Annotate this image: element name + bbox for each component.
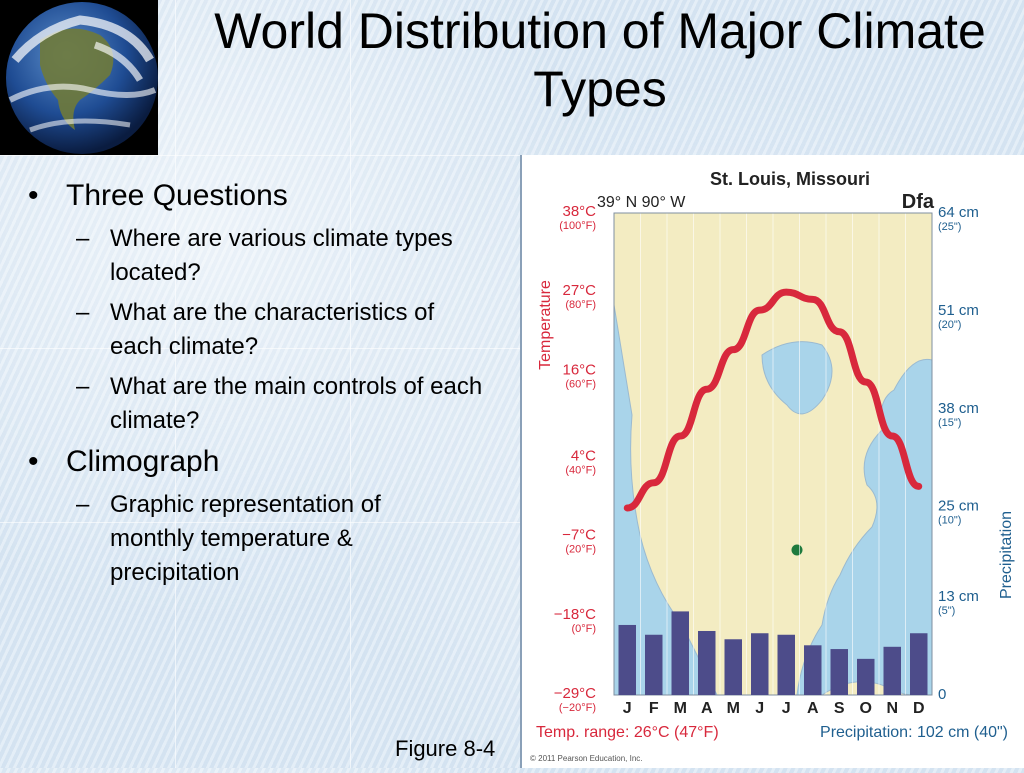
background-grid-line [175,0,176,768]
precip-axis-label: Precipitation [998,511,1015,599]
temp-tick-label-f: (40°F) [565,465,596,477]
precip-tick-label-in: (5") [938,605,955,617]
temp-tick-label-f: (−20°F) [559,702,596,714]
temp-tick-label: −18°C [554,606,596,623]
climograph-figure: St. Louis, Missouri 39° N 90° W Dfa 38°C (10… [520,155,1024,768]
temp-tick-label: 4°C [571,448,596,465]
precipitation-bar [698,630,716,695]
temp-tick-label-f: (20°F) [565,544,596,556]
precipitation-bar [883,646,901,695]
precip-tick-label: 0 [938,686,946,703]
month-label: F [649,700,659,717]
slide-title: World Distribution of Major Climate Type… [214,3,986,117]
month-label: J [755,700,764,717]
copyright-text: © 2011 Pearson Education, Inc. [530,754,642,763]
sub-bullet-text: Where are various climate types located? [110,225,453,286]
sub-bullet-text: Graphic representation of monthly temper… [110,491,381,586]
sub-bullet-item: – What are the main controls of each cli… [76,370,508,438]
sub-bullet-mark: – [76,299,90,326]
background-grid-line [350,0,351,768]
sub-bullet-mark: – [76,225,90,252]
temperature-curve [623,288,923,512]
bullet-text: Three Questions [66,179,288,212]
sub-bullet-mark: – [76,491,90,518]
temperature-line [623,288,923,512]
sub-bullet-item: – What are the characteristics of each c… [76,296,508,364]
precip-total-text: Precipitation: 102 cm (40") [820,724,1008,741]
precip-tick-label: 51 cm [938,302,979,319]
location-dot [791,544,803,556]
temp-tick-label: 27°C [562,282,596,299]
figure-label: Figure 8-4 [395,736,496,761]
precipitation-bar [830,649,848,695]
month-label: A [701,700,713,717]
sub-bullet-item: – Graphic representation of monthly temp… [76,488,508,590]
precipitation-bar [618,624,636,695]
month-label: A [807,700,819,717]
bullet-item: • Climograph [28,444,508,480]
month-label: M [674,700,687,717]
sub-bullet-item: – Where are various climate types locate… [76,222,508,290]
temp-tick-label-f: (100°F) [559,220,596,232]
precip-tick-label-in: (15") [938,417,961,429]
precipitation-bar [804,645,822,695]
temp-tick-label-f: (60°F) [565,378,596,390]
sub-bullet-text: What are the main controls of each clima… [110,373,483,434]
precip-tick-label: 13 cm [938,588,979,605]
precip-tick-label-in: (10") [938,515,961,527]
precip-tick-label-in: (20") [938,319,961,331]
temp-range-text: Temp. range: 26°C (47°F) [536,724,719,741]
month-label: N [886,700,898,717]
plot-border [613,212,933,696]
precipitation-bar [857,658,875,695]
temp-tick-label-f: (80°F) [565,299,596,311]
temp-tick-label: 16°C [562,361,596,378]
month-label: O [860,700,872,717]
precipitation-bar [671,611,689,695]
precipitation-bar [751,633,769,695]
precip-tick-label: 38 cm [938,400,979,417]
bullet-mark: • [28,179,39,212]
map-bay [761,341,833,415]
precipitation-bar [910,633,928,695]
sub-bullet-mark: – [76,373,90,400]
background-grid-line [0,522,1024,523]
bullet-mark: • [28,445,39,478]
sub-bullet-text: What are the characteristics of each cli… [110,299,435,360]
temp-tick-label: 38°C [562,203,596,220]
precipitation-bar [645,634,663,695]
precip-tick-label: 64 cm [938,204,979,221]
month-label: J [623,700,632,717]
precip-tick-label-in: (25") [938,221,961,233]
month-label: J [782,700,791,717]
precipitation-bar [724,639,742,695]
precip-tick-label: 25 cm [938,498,979,515]
temp-tick-label-f: (0°F) [571,623,596,635]
chart-title: St. Louis, Missouri [710,169,870,189]
month-label: M [727,700,740,717]
bullet-text: Climograph [66,445,220,478]
precipitation-bar [777,634,795,695]
temp-axis-label: Temperature [537,280,554,370]
earth-globe-image [0,0,158,155]
month-label: D [913,700,925,717]
bullet-item: • Three Questions [28,178,508,214]
precipitation-bars [618,611,928,695]
bullet-list: • Three Questions – Where are various cl… [28,178,508,596]
climate-code: Dfa [902,191,935,213]
background-grid-line [0,155,1024,156]
month-label: S [834,700,845,717]
temp-tick-label: −7°C [562,527,596,544]
temp-tick-label: −29°C [554,685,596,702]
background-grid-line [0,348,1024,349]
chart-coordinates: 39° N 90° W [597,194,686,211]
